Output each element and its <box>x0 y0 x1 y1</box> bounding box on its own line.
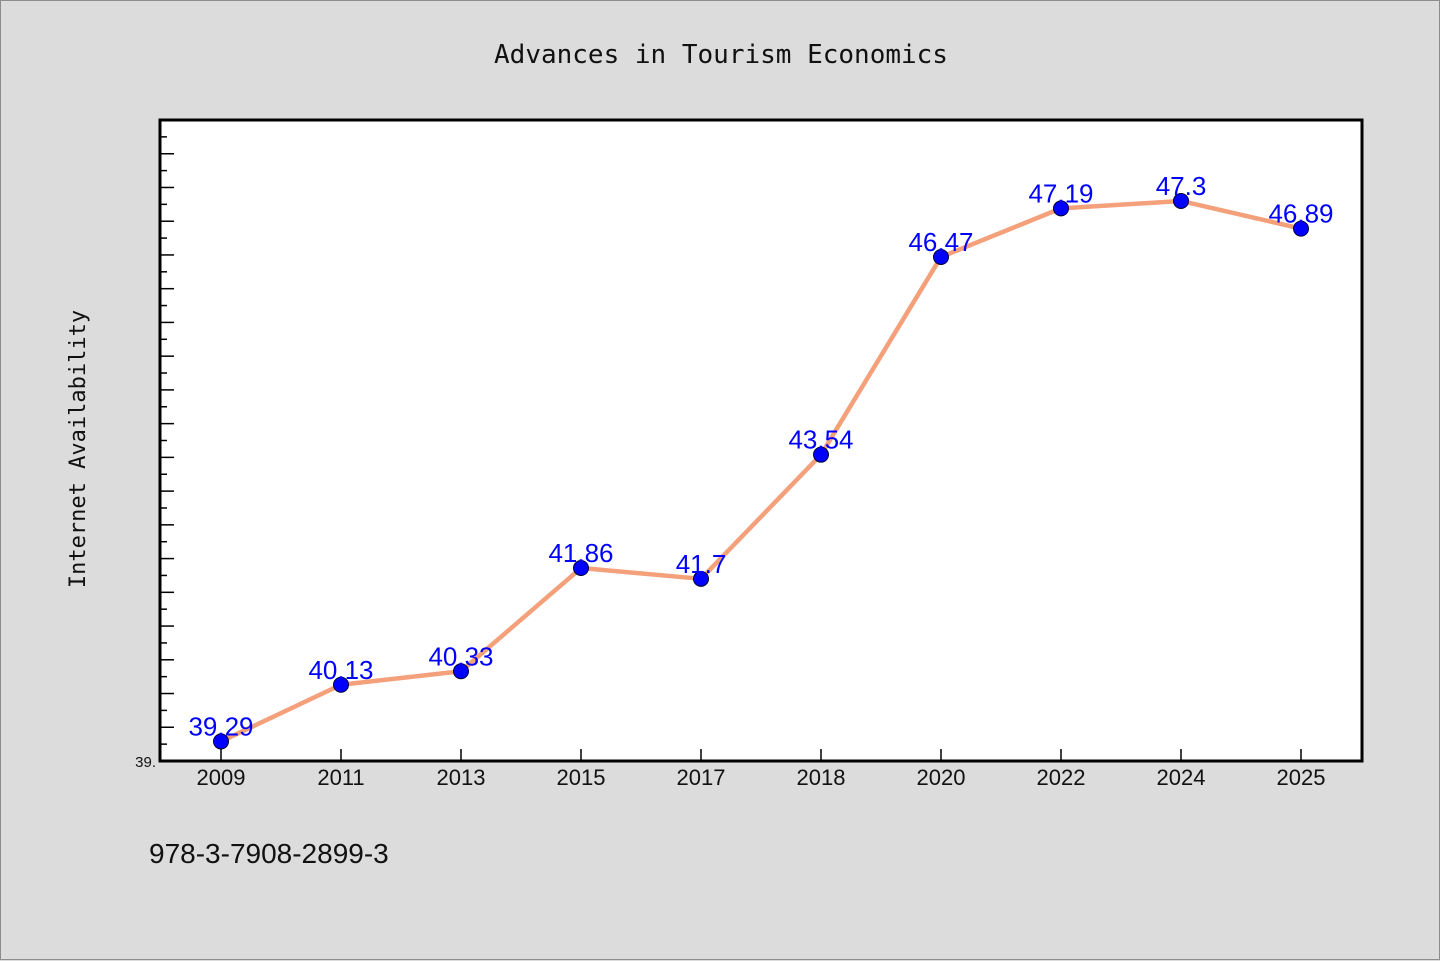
data-point <box>813 446 829 463</box>
series: 39.29 40.13 40.33 41.86 41.7 43.54 46.47 47.19 4… <box>188 171 1334 750</box>
data-point <box>453 663 469 680</box>
data-point <box>933 248 949 265</box>
data-label: 43.54 <box>788 425 853 455</box>
x-tick-label: 2018 <box>797 765 846 790</box>
y-minor-ticks <box>160 119 174 762</box>
plot-area <box>158 118 1364 763</box>
data-label: 41.86 <box>548 538 613 568</box>
x-tick-label: 2009 <box>197 765 246 790</box>
data-label: 47.19 <box>1028 178 1093 208</box>
series-line <box>220 198 1302 744</box>
x-tick-label: 2015 <box>557 765 606 790</box>
y-axis-label: Internet Availability <box>66 310 91 588</box>
data-label: 40.33 <box>428 641 493 671</box>
x-tick-label: 2013 <box>437 765 486 790</box>
y-tick-label: 39. <box>135 754 156 771</box>
x-tick-label: 2020 <box>917 765 966 790</box>
chart-title: Advances in Tourism Economics <box>494 40 948 70</box>
data-point <box>1053 200 1069 217</box>
data-point <box>693 570 709 587</box>
data-point <box>213 733 229 750</box>
x-tick-label: 2024 <box>1157 765 1206 790</box>
isbn-label: 978-3-7908-2899-3 <box>149 838 389 869</box>
x-tick-label: 2017 <box>677 765 726 790</box>
data-label: 46.47 <box>908 227 973 257</box>
x-tick-label: 2022 <box>1037 765 1086 790</box>
x-tick-label: 2011 <box>317 765 364 790</box>
data-label: 41.7 <box>676 549 727 579</box>
data-point <box>1293 220 1309 237</box>
data-label: 47.3 <box>1156 171 1207 201</box>
data-label: 46.89 <box>1268 199 1333 229</box>
x-axis: 2009 2011 2013 2015 2017 2018 2020 2022 2024 2025 <box>197 749 1326 790</box>
data-point <box>333 676 349 693</box>
data-point <box>1173 192 1189 209</box>
data-label: 39.29 <box>188 711 253 741</box>
data-point <box>573 560 589 577</box>
y-axis: 39. <box>135 754 156 771</box>
x-tick-label: 2025 <box>1277 765 1326 790</box>
data-label: 40.13 <box>308 655 373 685</box>
